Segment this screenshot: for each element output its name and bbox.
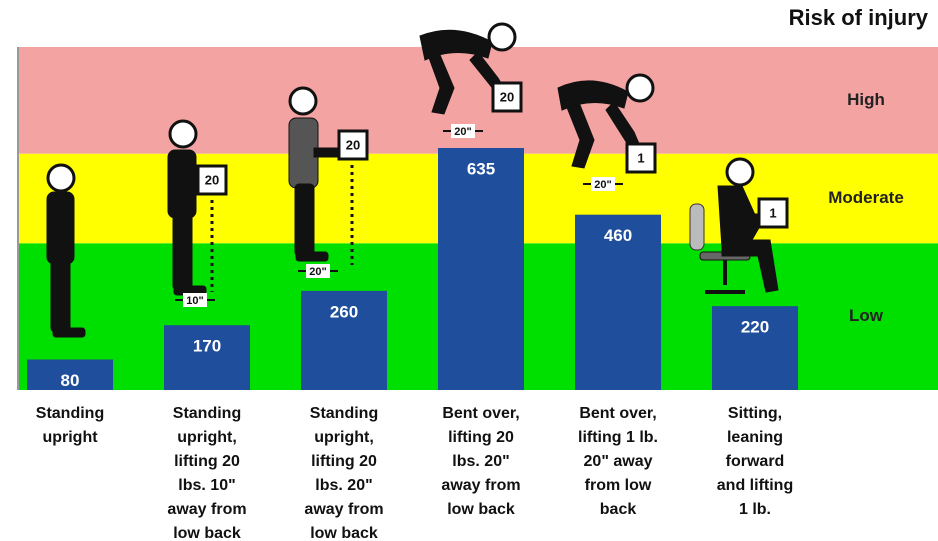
value-label: 460 (604, 226, 632, 245)
load-box (757, 197, 789, 229)
distance-bg (183, 293, 207, 307)
load-box (491, 81, 523, 113)
load-box (625, 142, 657, 174)
distance-label: 20" (594, 179, 611, 191)
load-label: 1 (637, 150, 644, 165)
load-label: 1 (769, 205, 776, 220)
bar (575, 214, 661, 390)
load-box (337, 129, 369, 161)
load-label: 20 (500, 89, 514, 104)
value-label: 635 (467, 159, 495, 178)
figure-bent-light (557, 73, 655, 169)
figure-bent-heavy (419, 22, 517, 115)
load-box (196, 164, 228, 196)
bar (301, 290, 387, 390)
value-label: 220 (741, 318, 769, 337)
category-label: Bent over, lifting 1 lb. 20" away from l… (578, 405, 658, 518)
figure-sitting (689, 157, 779, 294)
figure-standing (46, 163, 86, 338)
bar (27, 359, 113, 390)
bar (712, 306, 798, 390)
category-label: Bent over, lifting 20 lbs. 20" away from… (441, 405, 521, 518)
annotations: 20 20 20 1 1 10" 20" 20" 20" (175, 81, 789, 307)
load-label: 20 (346, 137, 360, 152)
band-label: Low (849, 306, 884, 325)
figure-holding-far (288, 86, 354, 265)
value-label: 170 (193, 337, 221, 356)
band-label: Moderate (828, 188, 904, 207)
category-label: Standing upright, lifting 20 lbs. 20" aw… (304, 405, 384, 541)
chart-title: Risk of injury (789, 5, 929, 30)
value-label: 80 (61, 371, 80, 390)
category-label: Sitting, leaning forward and lifting 1 l… (716, 405, 794, 518)
load-label: 20 (205, 172, 219, 187)
bar (438, 147, 524, 390)
bars: 80 170 260 635 460 220 (27, 147, 798, 390)
distance-bg (306, 264, 330, 278)
distance-label: 20" (454, 126, 471, 138)
distance-bg (451, 124, 475, 138)
category-label: Standing upright (35, 405, 105, 446)
distance-label: 20" (309, 266, 326, 278)
value-label: 260 (330, 302, 358, 321)
figures (46, 22, 779, 338)
bar (164, 325, 250, 390)
distance-label: 10" (186, 295, 203, 307)
band-label: High (847, 90, 885, 109)
category-label: Standing upright, lifting 20 lbs. 10" aw… (167, 405, 247, 541)
distance-bg (591, 177, 615, 191)
